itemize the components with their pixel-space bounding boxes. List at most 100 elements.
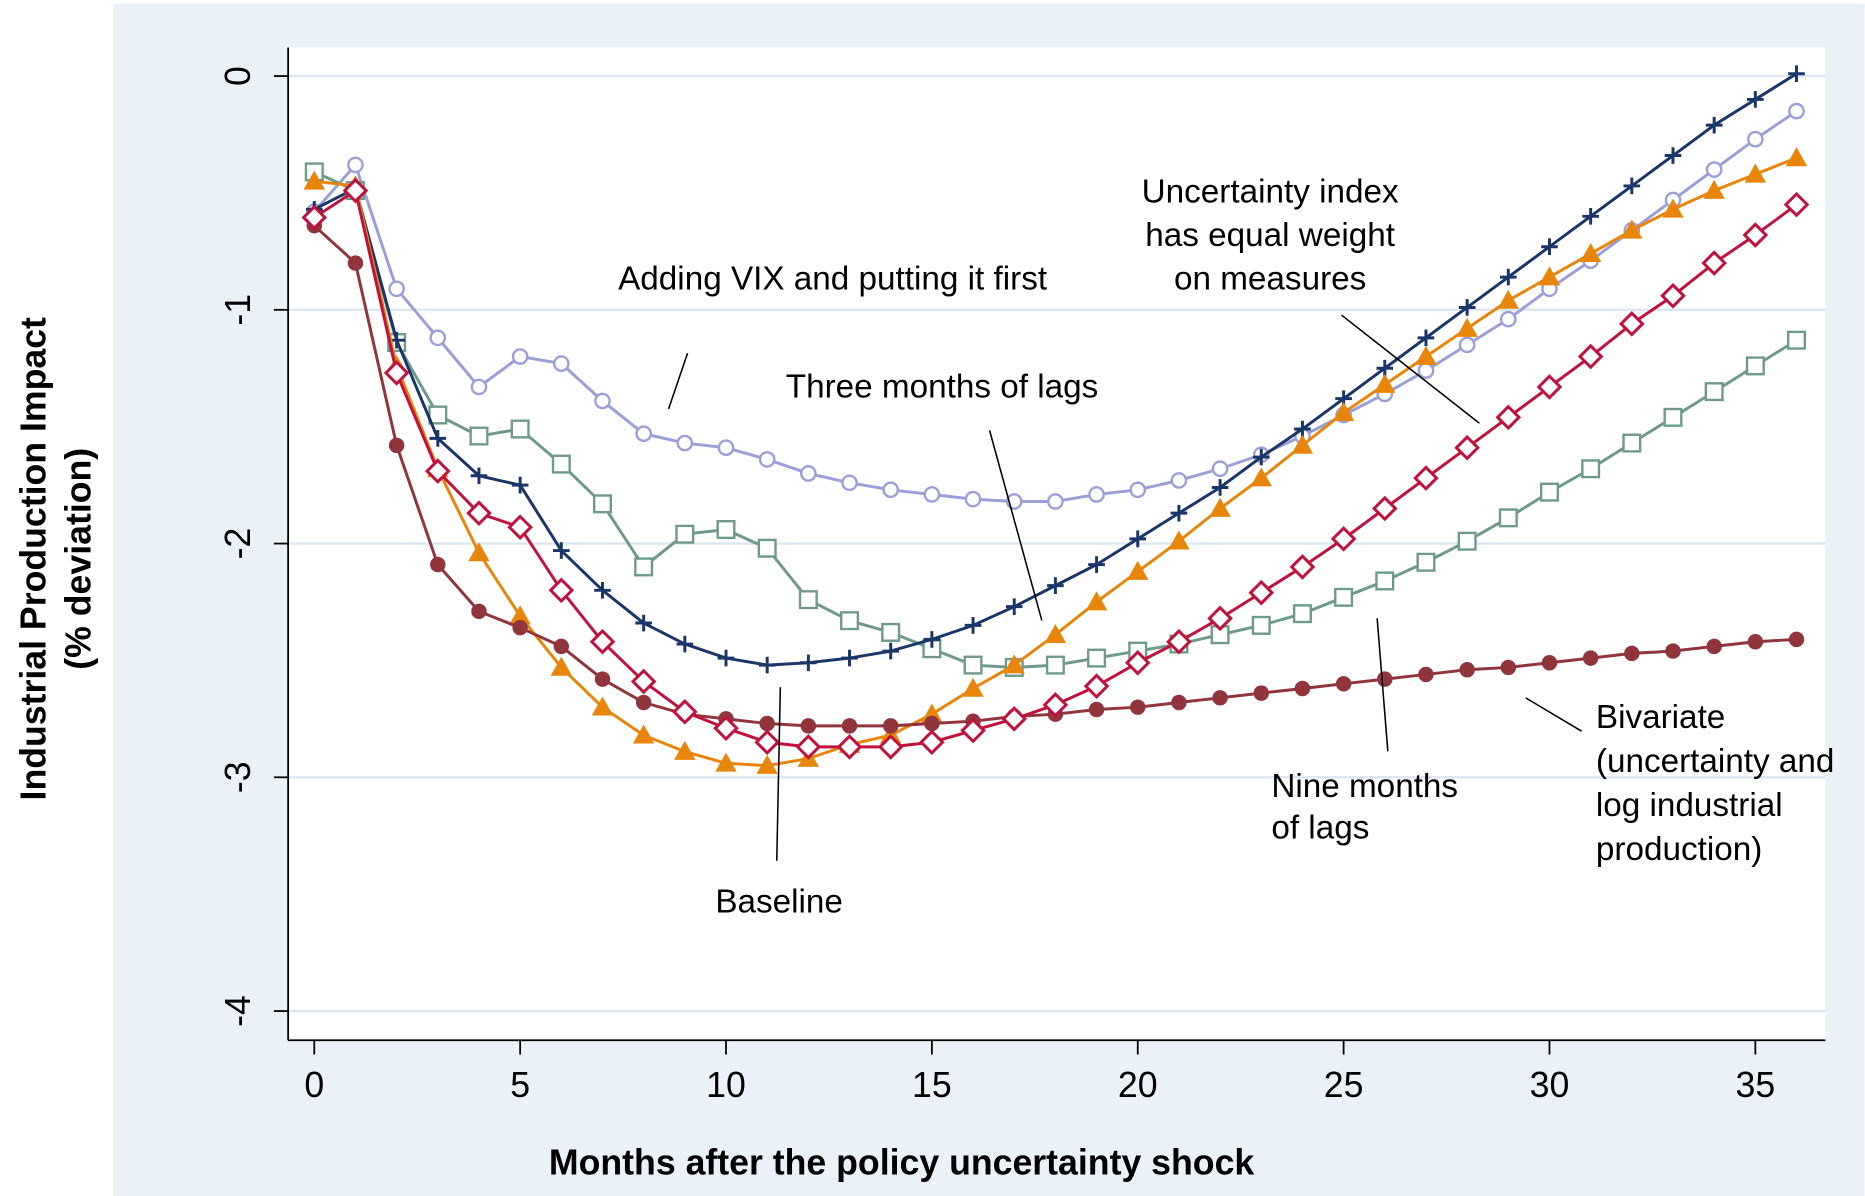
marker bbox=[1624, 645, 1640, 662]
marker bbox=[466, 500, 492, 526]
y-tick-label: -3 bbox=[218, 761, 258, 793]
marker bbox=[1088, 486, 1105, 503]
marker bbox=[548, 577, 575, 604]
marker bbox=[1253, 685, 1269, 701]
marker bbox=[594, 671, 611, 687]
marker bbox=[964, 490, 982, 508]
marker bbox=[1536, 374, 1563, 400]
marker bbox=[1660, 282, 1686, 309]
marker bbox=[1170, 472, 1188, 489]
marker bbox=[1705, 116, 1723, 134]
marker bbox=[1371, 495, 1398, 522]
marker bbox=[634, 557, 654, 577]
marks bbox=[301, 65, 1810, 774]
annotation: Uncertainty index bbox=[1142, 174, 1399, 211]
marker bbox=[800, 465, 817, 482]
marker bbox=[757, 538, 777, 558]
leader-line bbox=[1376, 618, 1389, 752]
marker bbox=[1294, 680, 1311, 697]
marker bbox=[836, 734, 863, 760]
marker bbox=[674, 740, 696, 760]
x-tick-label: 20 bbox=[1118, 1065, 1158, 1105]
marker bbox=[1248, 579, 1275, 606]
marker bbox=[1088, 701, 1105, 718]
y-tick-label: -4 bbox=[218, 995, 258, 1027]
marker bbox=[882, 642, 900, 660]
marker bbox=[1577, 343, 1604, 370]
marker bbox=[1250, 467, 1272, 487]
marker bbox=[841, 649, 858, 667]
marker bbox=[1289, 554, 1316, 580]
marker bbox=[1541, 238, 1558, 256]
marker bbox=[754, 729, 780, 756]
marker bbox=[877, 734, 904, 760]
marker bbox=[512, 619, 528, 636]
marker bbox=[1663, 407, 1683, 427]
marker bbox=[383, 360, 410, 386]
y-tick-label: 0 bbox=[218, 66, 258, 86]
marker bbox=[881, 622, 901, 642]
annotation: has equal weight bbox=[1145, 217, 1395, 254]
marker bbox=[1703, 179, 1725, 199]
marker bbox=[342, 177, 369, 204]
marker bbox=[756, 754, 778, 774]
marker bbox=[469, 426, 489, 446]
marker bbox=[1497, 289, 1520, 309]
marker bbox=[1458, 299, 1476, 316]
marker bbox=[1088, 556, 1105, 573]
marker bbox=[1622, 433, 1642, 453]
marker bbox=[388, 280, 405, 298]
marker bbox=[713, 715, 739, 742]
x-tick-label: 35 bbox=[1736, 1065, 1776, 1105]
marker bbox=[1745, 356, 1765, 376]
marker bbox=[635, 694, 652, 711]
marker bbox=[1579, 243, 1602, 263]
marker bbox=[632, 724, 655, 744]
marker bbox=[1417, 362, 1435, 379]
marker bbox=[1129, 530, 1147, 548]
marker bbox=[470, 378, 488, 396]
y-axis-title: Industrial Production Impact bbox=[14, 317, 54, 801]
marker bbox=[1171, 694, 1187, 711]
marker bbox=[840, 611, 860, 631]
marker bbox=[800, 654, 817, 672]
annotation: log industrial bbox=[1596, 787, 1783, 824]
marker bbox=[1582, 207, 1599, 225]
marker bbox=[1499, 268, 1517, 286]
annotation: Adding VIX and putting it first bbox=[618, 260, 1047, 297]
marker bbox=[550, 656, 573, 676]
marker bbox=[1539, 482, 1559, 502]
marker bbox=[963, 655, 983, 675]
marker bbox=[510, 419, 530, 439]
marker bbox=[1747, 130, 1764, 148]
annotation: Bivariate bbox=[1596, 699, 1725, 736]
marker bbox=[1045, 655, 1065, 675]
marker bbox=[1085, 591, 1108, 611]
marker bbox=[1623, 177, 1641, 195]
marker bbox=[594, 392, 611, 410]
marker bbox=[924, 715, 940, 732]
marker bbox=[758, 656, 776, 674]
marker bbox=[1083, 673, 1110, 699]
marker bbox=[923, 486, 941, 503]
marker bbox=[511, 348, 529, 365]
y-tick-label: -2 bbox=[218, 528, 258, 560]
marker bbox=[882, 718, 899, 734]
leader-line bbox=[1525, 697, 1583, 732]
marker bbox=[795, 734, 822, 760]
marker bbox=[1662, 198, 1684, 218]
marker bbox=[347, 255, 364, 271]
marker bbox=[1538, 266, 1561, 286]
marker bbox=[430, 556, 446, 573]
marker bbox=[1788, 65, 1805, 83]
marker bbox=[1209, 497, 1231, 517]
marker bbox=[1747, 634, 1764, 650]
marker bbox=[553, 638, 570, 655]
marker bbox=[1252, 448, 1270, 466]
marker bbox=[1377, 671, 1393, 687]
marker bbox=[921, 703, 943, 723]
x-tick-label: 30 bbox=[1530, 1065, 1570, 1105]
leader-line bbox=[775, 687, 782, 861]
marker bbox=[798, 590, 818, 610]
marker bbox=[1704, 382, 1724, 402]
